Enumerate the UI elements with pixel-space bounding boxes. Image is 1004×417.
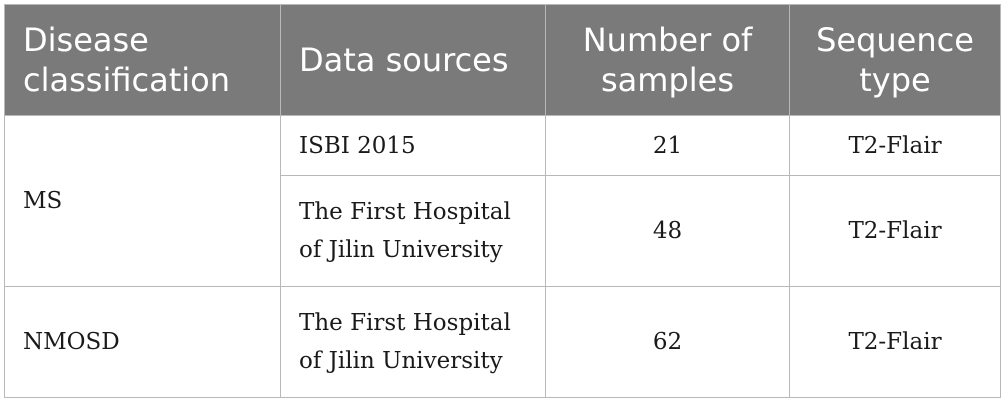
- source-cell: The First Hospital of Jilin University: [280, 286, 546, 398]
- disease-cell-ms: MS: [4, 115, 281, 287]
- sequence-cell: T2-Flair: [789, 175, 1001, 287]
- samples-cell: 48: [545, 175, 790, 287]
- header-row: Disease classification Data sources Numb…: [4, 4, 1001, 116]
- sequence-cell: T2-Flair: [789, 115, 1001, 176]
- table-row: NMOSD The First Hospital of Jilin Univer…: [4, 286, 1001, 398]
- samples-cell: 21: [545, 115, 790, 176]
- samples-cell: 62: [545, 286, 790, 398]
- header-number-of-samples: Number of samples: [545, 4, 790, 116]
- table-row: MS ISBI 2015 21 T2-Flair: [4, 115, 1001, 287]
- header-sequence-type: Sequence type: [789, 4, 1001, 116]
- source-cell: ISBI 2015: [280, 115, 546, 176]
- header-data-sources: Data sources: [280, 4, 546, 116]
- dataset-table: Disease classification Data sources Numb…: [4, 4, 1001, 398]
- sequence-cell: T2-Flair: [789, 286, 1001, 398]
- disease-cell-nmosd: NMOSD: [4, 286, 281, 398]
- source-cell: The First Hospital of Jilin University: [280, 175, 546, 287]
- header-disease-classification: Disease classification: [4, 4, 281, 116]
